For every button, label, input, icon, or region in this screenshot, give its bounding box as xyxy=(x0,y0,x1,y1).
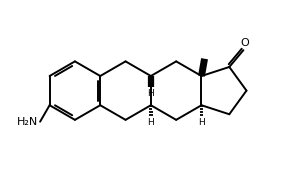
Text: H: H xyxy=(198,118,205,127)
Text: O: O xyxy=(240,38,249,48)
Text: H: H xyxy=(147,118,154,127)
Text: H: H xyxy=(147,89,154,98)
Text: H₂N: H₂N xyxy=(17,117,38,127)
